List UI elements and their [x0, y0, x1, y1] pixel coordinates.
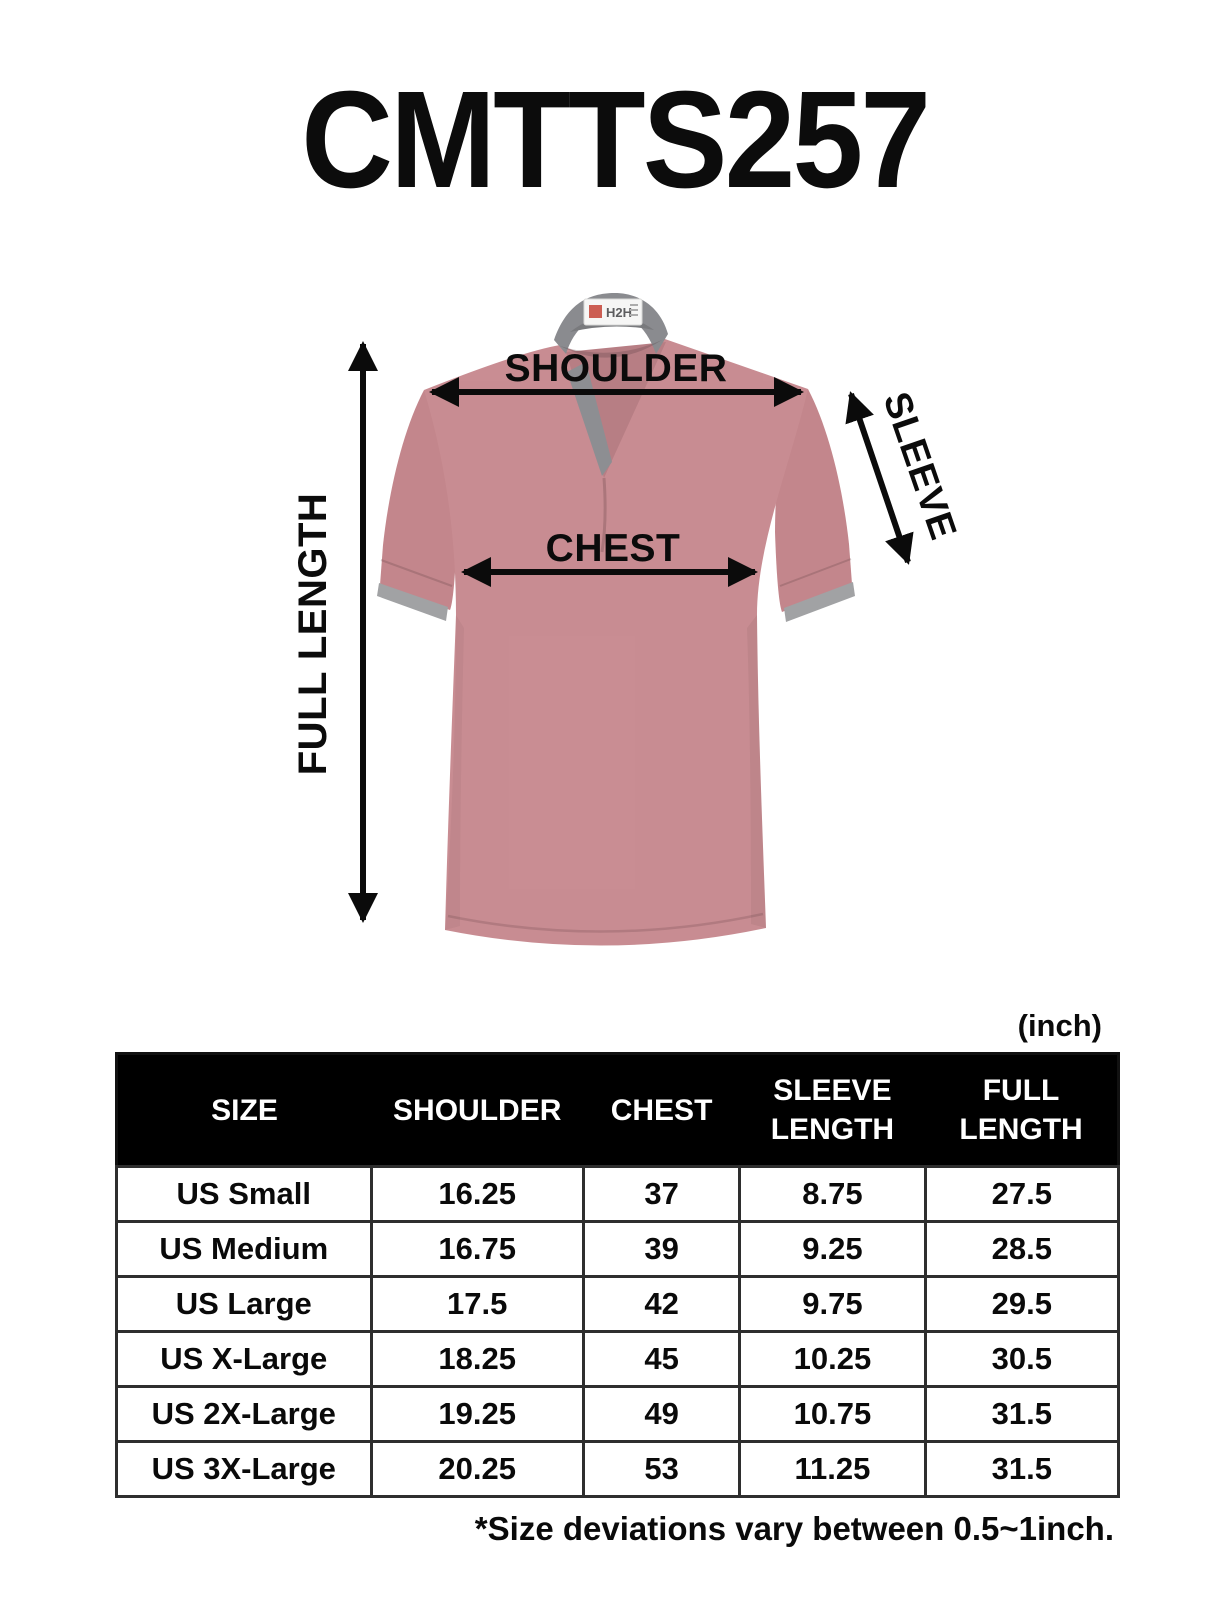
- size-row-us-medium: US Medium 16.75 39 9.25 28.5: [115, 1220, 1121, 1278]
- unit-label: (inch): [1017, 1008, 1102, 1043]
- shoulder-cell: 19.25: [369, 1385, 585, 1443]
- shirt-left-sleeve: [380, 390, 457, 610]
- size-row-us-x-large: US X-Large 18.25 45 10.25 30.5: [115, 1330, 1121, 1388]
- sleeve-length-cell: 11.25: [738, 1440, 927, 1498]
- footnote: *Size deviations vary between 0.5~1inch.: [474, 1510, 1114, 1547]
- size-row-us-small: US Small 16.25 37 8.75 27.5: [115, 1165, 1121, 1223]
- full-length-cell: 31.5: [923, 1385, 1121, 1443]
- size-cell: US Small: [115, 1165, 373, 1223]
- sleeve-length-cell: 8.75: [738, 1165, 927, 1223]
- shoulder-label: SHOULDER: [505, 347, 728, 390]
- column-header-sleeve-length: SLEEVE LENGTH: [739, 1053, 926, 1167]
- shoulder-cell: 18.25: [369, 1330, 585, 1388]
- size-cell: US Large: [115, 1275, 373, 1333]
- size-row-us-3x-large: US 3X-Large 20.25 53 11.25 31.5: [115, 1440, 1121, 1498]
- size-row-us-2x-large: US 2X-Large 19.25 49 10.75 31.5: [115, 1385, 1121, 1443]
- size-diagram: H2H FULL LENGTH SHOULDER CHEST SLEEVE: [291, 292, 965, 946]
- column-header-chest: CHEST: [583, 1053, 740, 1167]
- chest-cell: 53: [581, 1440, 742, 1498]
- shoulder-cell: 16.75: [369, 1220, 585, 1278]
- column-header-full-length: FULL LENGTH: [925, 1053, 1119, 1167]
- column-header-shoulder: SHOULDER: [371, 1053, 584, 1167]
- size-cell: US X-Large: [115, 1330, 373, 1388]
- full-length-cell: 30.5: [923, 1330, 1121, 1388]
- h2h-logo-mark: [589, 305, 602, 318]
- size-row-us-large: US Large 17.5 42 9.75 29.5: [115, 1275, 1121, 1333]
- full-length-cell: 29.5: [923, 1275, 1121, 1333]
- page-title: CMTTS257: [0, 58, 1230, 224]
- full-length-cell: 31.5: [923, 1440, 1121, 1498]
- shirt-body: [424, 338, 808, 946]
- size-cell: US 2X-Large: [115, 1385, 373, 1443]
- full-length-cell: 27.5: [923, 1165, 1121, 1223]
- shoulder-cell: 17.5: [369, 1275, 585, 1333]
- chest-cell: 42: [581, 1275, 742, 1333]
- sleeve-length-cell: 9.25: [738, 1220, 927, 1278]
- full-length-cell: 28.5: [923, 1220, 1121, 1278]
- chest-cell: 39: [581, 1220, 742, 1278]
- sleeve-label: SLEEVE: [875, 387, 965, 545]
- chest-cell: 45: [581, 1330, 742, 1388]
- right-cuff-trim: [784, 582, 855, 622]
- chest-label: CHEST: [546, 527, 681, 570]
- shirt-right-sleeve: [775, 389, 852, 612]
- size-cell: US 3X-Large: [115, 1440, 373, 1498]
- size-cell: US Medium: [115, 1220, 373, 1278]
- header-row: SIZE SHOULDER CHEST SLEEVE LENGTH FULL L…: [116, 1053, 1119, 1167]
- chest-cell: 49: [581, 1385, 742, 1443]
- sleeve-length-cell: 9.75: [738, 1275, 927, 1333]
- collar-brand-label: H2H: [583, 298, 643, 326]
- sleeve-length-cell: 10.75: [738, 1385, 927, 1443]
- full-length-label: FULL LENGTH: [291, 493, 335, 776]
- column-header-size: SIZE: [116, 1053, 371, 1167]
- size-table-header: SIZE SHOULDER CHEST SLEEVE LENGTH FULL L…: [116, 1053, 1119, 1167]
- product-code: CMTTS257: [301, 63, 932, 217]
- sleeve-arrow: [845, 391, 914, 565]
- chest-cell: 37: [581, 1165, 742, 1223]
- shoulder-cell: 20.25: [369, 1440, 585, 1498]
- size-table: SIZE SHOULDER CHEST SLEEVE LENGTH FULL L…: [115, 1052, 1121, 1498]
- left-cuff-trim: [377, 583, 448, 621]
- brand-label-text: H2H: [606, 305, 632, 320]
- sleeve-length-cell: 10.25: [738, 1330, 927, 1388]
- neck-opening: [566, 342, 666, 478]
- shoulder-cell: 16.25: [369, 1165, 585, 1223]
